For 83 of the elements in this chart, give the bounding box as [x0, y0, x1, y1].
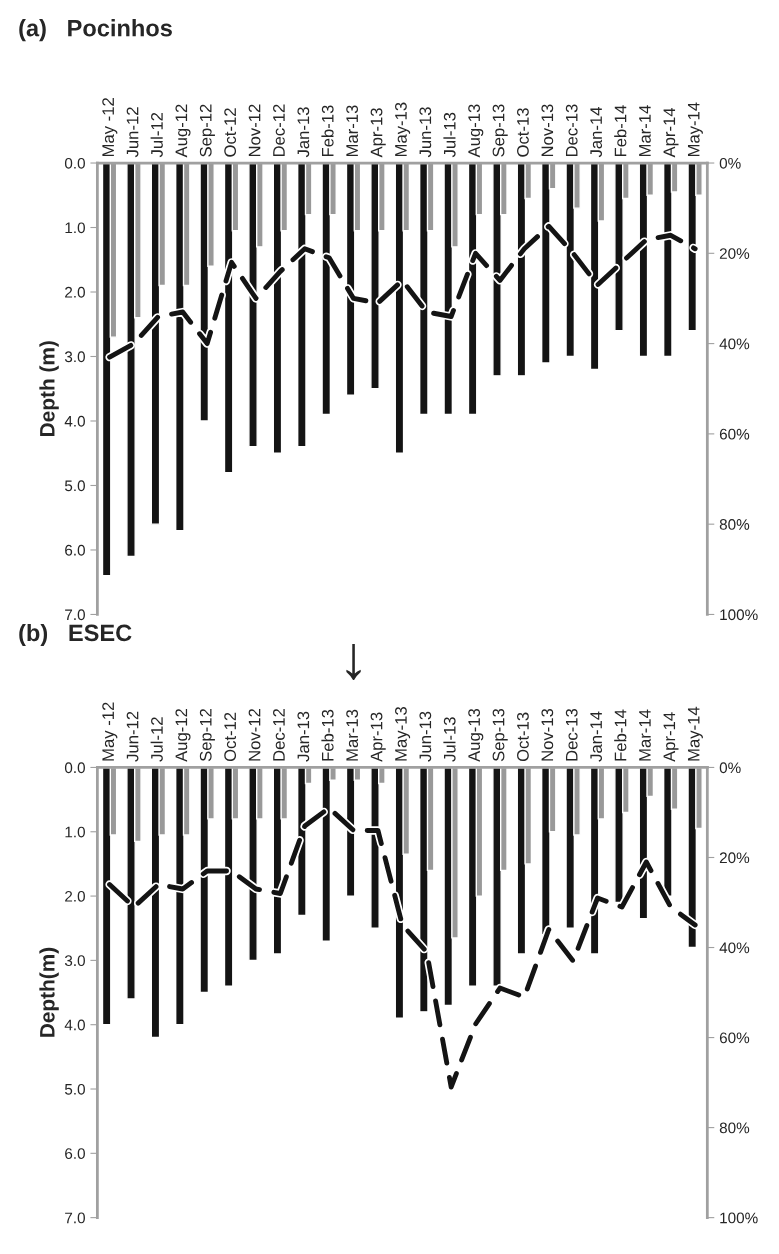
- x-tick-label: Mar-13: [346, 105, 359, 157]
- y2-tick-label: 40%: [719, 942, 750, 954]
- y-tick-label: 5.0: [64, 480, 85, 492]
- y2-tick-label: 100%: [720, 609, 758, 621]
- y2-tick-label: 0%: [719, 157, 741, 169]
- x-tick-label: May-13: [395, 102, 411, 157]
- x-tick-label: Apr-13: [370, 108, 386, 158]
- y-tick-label: 0.0: [64, 762, 85, 774]
- x-tick-label: Dec-12: [273, 104, 285, 157]
- y2-tick-label: 0%: [719, 762, 741, 774]
- y-tick-label: 2.0: [65, 890, 85, 902]
- x-tick-label: Nov-13: [541, 708, 554, 761]
- x-tick-label: Aug-12: [175, 104, 191, 158]
- x-tick-label: Jan-13: [297, 711, 310, 762]
- x-tick-label: Dec-12: [273, 709, 285, 761]
- x-tick-label: Jul-13: [443, 717, 456, 762]
- x-tick-label: Jan-14: [590, 106, 603, 158]
- y-tick-label: 6.0: [65, 1148, 85, 1160]
- x-tick-label: Jan-14: [590, 711, 603, 762]
- x-tick-label: May-14: [687, 102, 703, 157]
- x-tick-label: Mar-13: [346, 709, 359, 761]
- y2-tick-label: 60%: [719, 1032, 750, 1044]
- x-tick-label: Jun-13: [419, 711, 432, 762]
- y2-tick-label: 100%: [720, 1212, 758, 1224]
- text: ↓: [346, 643, 361, 681]
- y2-tick-label: 20%: [719, 852, 750, 864]
- x-tick-label: Aug-13: [468, 708, 484, 762]
- x-tick-label: Feb-13: [321, 105, 334, 157]
- x-tick-label: Jun-12: [126, 107, 139, 158]
- x-tick-label: Nov-13: [541, 104, 554, 157]
- x-tick-label: Sep-12: [199, 104, 215, 157]
- y2-tick-label: 80%: [719, 519, 750, 530]
- x-tick-label: Mar-14: [639, 709, 651, 761]
- x-tick-label: Apr-13: [370, 712, 386, 762]
- x-tick-label: May-14: [687, 706, 703, 761]
- y-tick-label: 7.0: [65, 1212, 85, 1224]
- x-tick-label: Feb-14: [614, 105, 627, 157]
- y-tick-label: 6.0: [65, 544, 85, 556]
- y-tick-label: 3.0: [64, 955, 85, 967]
- x-tick-label: Jan-13: [297, 107, 310, 158]
- x-tick-label: Aug-12: [175, 708, 191, 762]
- x-tick-label: Sep-13: [492, 708, 508, 762]
- y-axis-title: Depth (m): [39, 341, 59, 436]
- x-tick-label: May -12: [102, 98, 118, 157]
- y-tick-label: 3.0: [64, 351, 85, 363]
- x-tick-label: Sep-12: [199, 708, 215, 762]
- y-tick-label: 0.0: [64, 157, 85, 169]
- x-tick-label: Apr-14: [663, 712, 679, 762]
- x-tick-label: Nov-12: [248, 709, 261, 761]
- x-tick-label: Jul-12: [150, 112, 163, 158]
- y2-tick-label: 40%: [719, 338, 750, 350]
- x-tick-label: Feb-14: [614, 709, 627, 761]
- chart-title: (a) Pocinhos: [19, 19, 172, 42]
- chart-title: (b) ESEC: [19, 623, 132, 646]
- y-axis-title: Depth(m): [39, 947, 59, 1037]
- x-tick-label: May-13: [395, 707, 411, 761]
- y-tick-label: 1.0: [65, 222, 85, 234]
- x-tick-label: Feb-13: [321, 709, 334, 761]
- x-tick-label: Dec-13: [565, 708, 578, 761]
- x-tick-label: Nov-12: [248, 104, 261, 157]
- x-tick-label: Dec-13: [565, 104, 578, 157]
- x-tick-label: Aug-13: [468, 104, 484, 158]
- y2-tick-label: 80%: [719, 1122, 750, 1134]
- x-tick-label: Mar-14: [639, 105, 651, 157]
- y-tick-label: 4.0: [64, 415, 85, 427]
- x-tick-label: Oct-12: [224, 712, 237, 762]
- y-tick-label: 1.0: [65, 826, 85, 838]
- x-tick-label: Jul-12: [150, 717, 163, 762]
- x-tick-label: Jul-13: [443, 112, 456, 158]
- x-tick-label: Jun-12: [126, 711, 139, 762]
- y-tick-label: 5.0: [64, 1083, 85, 1095]
- y-tick-label: 4.0: [64, 1019, 85, 1031]
- x-tick-label: Oct-12: [224, 108, 237, 157]
- y-tick-label: 7.0: [65, 609, 85, 621]
- x-tick-label: Apr-14: [663, 107, 679, 158]
- y2-tick-label: 60%: [719, 428, 750, 440]
- x-tick-label: Oct-13: [517, 712, 529, 762]
- y-tick-label: 2.0: [65, 286, 85, 298]
- x-tick-label: Jun-13: [419, 107, 432, 158]
- x-tick-label: Oct-13: [517, 108, 529, 157]
- x-tick-label: Sep-13: [492, 104, 508, 157]
- y2-tick-label: 20%: [719, 248, 750, 259]
- x-tick-label: May -12: [102, 702, 118, 761]
